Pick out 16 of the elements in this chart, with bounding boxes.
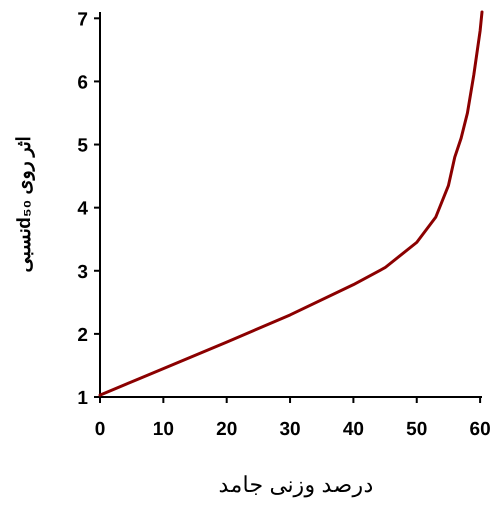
y-tick-label: 5 bbox=[77, 136, 88, 157]
y-tick-label: 7 bbox=[77, 9, 88, 30]
y-axis-title: اثر روی d₅₀نسبی bbox=[14, 136, 35, 273]
x-tick-label: 10 bbox=[152, 419, 174, 440]
y-tick-label: 2 bbox=[77, 324, 88, 346]
y-tick-label: 6 bbox=[77, 72, 88, 94]
x-tick-label: 0 bbox=[94, 419, 106, 440]
x-axis-title: درصد وزنی جامد bbox=[218, 472, 374, 498]
x-tick-label: 30 bbox=[279, 419, 301, 440]
x-tick-label: 50 bbox=[406, 419, 428, 440]
x-tick-label: 60 bbox=[470, 419, 491, 440]
x-tick-label: 20 bbox=[216, 419, 238, 440]
y-tick-label: 4 bbox=[77, 198, 88, 220]
y-tick-label: 1 bbox=[77, 388, 88, 409]
y-tick-label: 3 bbox=[77, 262, 88, 283]
x-tick-label: 40 bbox=[342, 419, 364, 440]
